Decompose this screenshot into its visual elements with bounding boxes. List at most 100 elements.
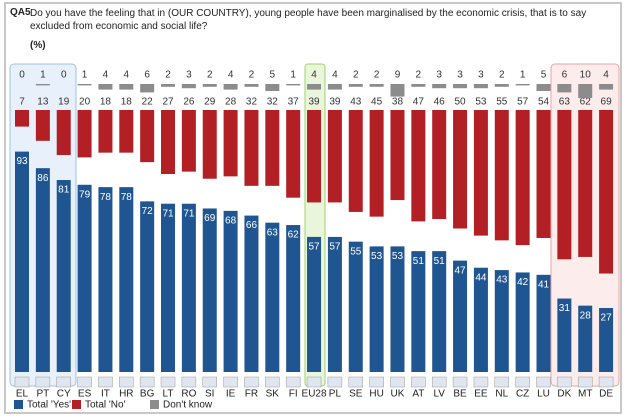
- bar-yes: [56, 180, 71, 372]
- x-tick-label: FI: [289, 389, 298, 400]
- x-tick-label: MT: [578, 389, 592, 400]
- value-label-dont-know: 2: [416, 70, 422, 81]
- value-label-no: 39: [329, 97, 341, 108]
- bar-no: [578, 110, 593, 257]
- flag: [181, 376, 197, 388]
- unit-label: (%): [30, 40, 46, 51]
- bar-yes: [578, 305, 593, 372]
- bar-yes: [494, 270, 509, 372]
- value-label-no: 22: [142, 97, 154, 108]
- bar-no: [307, 110, 322, 203]
- x-tick-label: NL: [495, 389, 508, 400]
- bar-dont-know: [536, 84, 551, 91]
- value-label-dont-know: 4: [228, 70, 234, 81]
- bar-dont-know: [223, 84, 238, 90]
- bar-no: [348, 110, 363, 212]
- flag: [139, 376, 155, 388]
- bar-yes: [223, 210, 238, 372]
- value-label-dont-know: 5: [541, 70, 547, 81]
- bar-dont-know: [515, 84, 530, 86]
- value-label-no: 20: [79, 97, 91, 108]
- value-label-no: 29: [204, 97, 216, 108]
- bar-dont-know: [494, 84, 509, 87]
- value-label-yes: 78: [121, 192, 133, 203]
- flag: [577, 376, 593, 388]
- bar-no: [369, 110, 384, 217]
- bar-no: [473, 110, 488, 236]
- value-label-dont-know: 1: [82, 70, 88, 81]
- bar-no: [515, 110, 530, 246]
- value-label-yes: 72: [142, 206, 154, 217]
- value-label-no: 53: [475, 97, 487, 108]
- flag: [98, 376, 113, 388]
- chart-title: Do you have the feeling that in (OUR COU…: [30, 8, 587, 32]
- value-label-dont-know: 4: [124, 70, 130, 81]
- bar-no: [286, 110, 301, 198]
- value-label-no: 18: [100, 97, 112, 108]
- legend-label: Total 'Yes': [27, 400, 71, 411]
- bar-yes: [202, 208, 217, 372]
- flag: [14, 376, 30, 388]
- value-label-yes: 71: [183, 208, 195, 219]
- value-label-dont-know: 3: [478, 70, 484, 81]
- value-label-dont-know: 2: [374, 70, 380, 81]
- bar-dont-know: [369, 84, 384, 87]
- bar-yes: [244, 215, 259, 372]
- bar-no: [223, 110, 238, 177]
- bar-no: [327, 110, 342, 203]
- value-label-yes: 27: [601, 313, 613, 324]
- value-label-dont-know: 4: [332, 70, 338, 81]
- bar-no: [181, 110, 196, 172]
- bar-no: [557, 110, 572, 260]
- bar-yes: [557, 298, 572, 372]
- value-label-no: 27: [162, 97, 174, 108]
- flag: [557, 376, 572, 388]
- value-label-dont-know: 9: [395, 70, 401, 81]
- bar-dont-know: [77, 84, 92, 86]
- flag: [119, 376, 134, 388]
- x-tick-label: DE: [599, 389, 613, 400]
- bar-dont-know: [348, 84, 363, 87]
- value-label-no: 43: [350, 97, 362, 108]
- bar-yes: [411, 251, 426, 372]
- bar-dont-know: [453, 84, 468, 89]
- value-label-dont-know: 2: [207, 70, 213, 81]
- value-label-dont-know: 3: [436, 70, 442, 81]
- bar-yes: [348, 241, 363, 372]
- flag: [160, 376, 176, 388]
- bar-dont-know: [390, 84, 405, 97]
- value-label-no: 19: [58, 97, 70, 108]
- x-tick-label: EL: [16, 389, 29, 400]
- bar-no: [15, 110, 29, 127]
- bar-dont-know: [286, 84, 301, 86]
- value-label-dont-know: 0: [19, 70, 25, 81]
- bar-no: [98, 110, 113, 153]
- value-label-yes: 78: [100, 192, 112, 203]
- value-label-dont-know: 2: [499, 70, 505, 81]
- bar-dont-know: [473, 84, 488, 89]
- bar-yes: [161, 203, 176, 372]
- bar-yes: [98, 187, 113, 372]
- x-tick-label: DK: [557, 389, 571, 400]
- value-label-yes: 42: [517, 277, 529, 288]
- bar-no: [140, 110, 155, 163]
- bar-dont-know: [119, 84, 134, 90]
- x-tick-label: HR: [119, 389, 133, 400]
- value-label-dont-know: 6: [144, 70, 150, 81]
- bar-dont-know: [161, 84, 176, 87]
- flag: [598, 376, 614, 388]
- bar-yes: [453, 260, 468, 372]
- bar-no: [453, 110, 468, 229]
- x-tick-label: SE: [349, 389, 363, 400]
- bar-yes: [599, 308, 614, 372]
- value-label-yes: 53: [371, 251, 383, 262]
- flag: [473, 376, 489, 388]
- value-label-yes: 93: [16, 156, 28, 167]
- value-label-yes: 51: [413, 256, 425, 267]
- bar-yes: [140, 201, 155, 372]
- value-label-no: 32: [267, 97, 279, 108]
- value-label-dont-know: 2: [165, 70, 171, 81]
- value-label-no: 57: [517, 97, 529, 108]
- x-tick-label: BG: [140, 389, 155, 400]
- bar-no: [432, 110, 447, 220]
